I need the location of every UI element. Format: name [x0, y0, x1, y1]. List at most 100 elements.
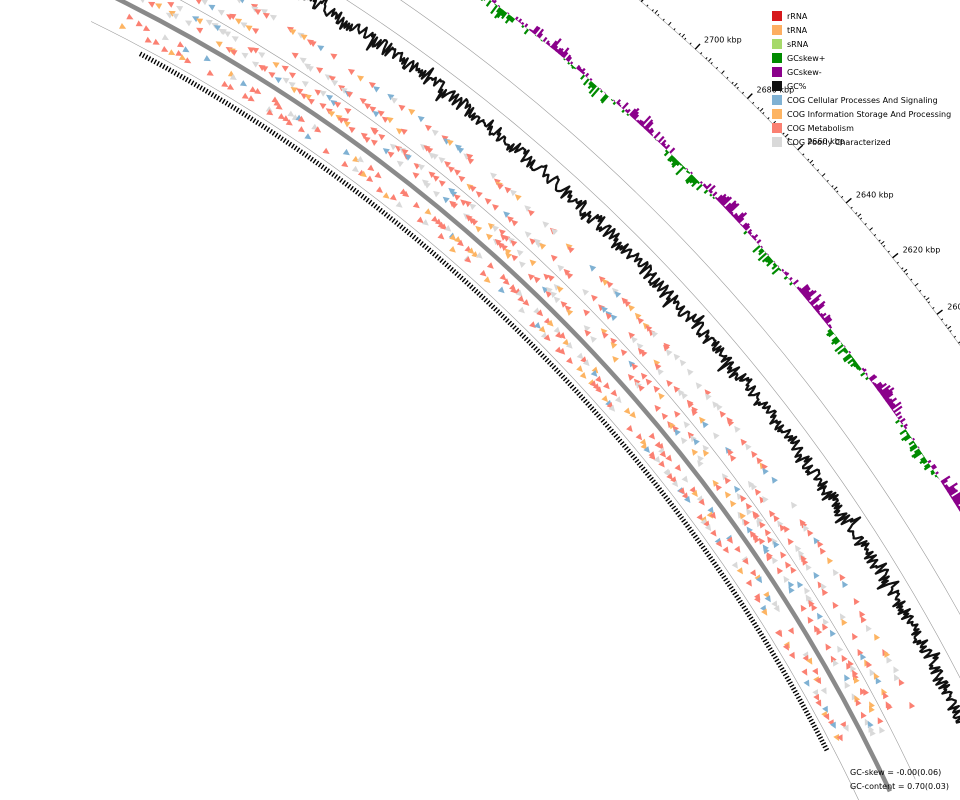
cog-feature: [771, 476, 778, 484]
tick-mark: [878, 239, 881, 242]
cog-feature: [426, 147, 434, 154]
inner-tick: [739, 602, 745, 607]
cog-feature: [841, 654, 848, 662]
tick-mark: [910, 278, 913, 281]
cog-feature: [645, 378, 653, 386]
cog-feature: [510, 240, 518, 247]
guide-ring: [179, 0, 916, 780]
cog-feature: [653, 456, 661, 463]
cog-feature: [449, 234, 457, 241]
inner-tick: [649, 476, 654, 482]
inner-tick: [659, 489, 665, 494]
tick-mark: [684, 37, 687, 40]
tick-mark: [752, 101, 755, 104]
tick-mark: [945, 324, 948, 327]
cog-feature: [727, 449, 734, 456]
cog-feature: [651, 330, 658, 338]
cog-feature: [707, 506, 714, 514]
inner-tick: [368, 199, 373, 205]
inner-tick: [341, 179, 346, 185]
cog-feature: [783, 575, 790, 583]
cog-feature: [742, 557, 749, 565]
cog-feature: [451, 202, 458, 209]
legend-label: COG Cellular Processes And Signaling: [787, 95, 938, 105]
cog-feature: [687, 431, 695, 439]
inner-tick: [750, 619, 756, 623]
inner-tick: [362, 195, 368, 201]
inner-tick: [260, 123, 265, 129]
cog-feature: [182, 46, 190, 53]
cog-feature: [657, 368, 664, 376]
cog-feature: [507, 216, 514, 223]
cog-feature: [254, 9, 262, 16]
inner-tick: [651, 479, 656, 484]
inner-tick: [706, 553, 712, 558]
legend-item-cog-metabolism: COG Metabolism: [772, 121, 951, 135]
inner-tick: [466, 282, 472, 287]
cog-feature: [475, 191, 483, 198]
cog-feature: [447, 166, 455, 173]
cog-feature: [366, 175, 374, 182]
inner-tick: [741, 605, 747, 610]
tick-mark: [651, 9, 654, 12]
cog-feature: [565, 243, 573, 251]
inner-tick: [309, 156, 314, 162]
cog-feature: [328, 110, 336, 117]
cog-feature: [678, 487, 685, 495]
cog-feature: [178, 54, 187, 61]
cog-feature: [740, 495, 747, 503]
cog-feature: [260, 9, 268, 15]
cog-feature: [487, 223, 495, 230]
cog-feature: [766, 554, 773, 562]
cog-feature: [764, 595, 771, 603]
legend-label: sRNA: [787, 39, 809, 49]
cog-feature: [687, 401, 694, 409]
inner-tick: [617, 438, 623, 443]
inner-tick: [521, 334, 527, 339]
inner-tick: [502, 316, 508, 321]
inner-tick: [184, 77, 189, 83]
inner-tick: [567, 381, 572, 387]
cog-feature: [659, 450, 666, 458]
inner-tick: [285, 139, 290, 145]
inner-tick: [677, 513, 683, 518]
inner-tick: [244, 112, 248, 118]
cog-feature: [229, 13, 237, 20]
inner-tick: [776, 661, 782, 666]
cog-feature: [368, 82, 376, 89]
cog-feature: [538, 325, 546, 333]
cog-feature: [730, 500, 737, 508]
cog-feature: [221, 80, 229, 87]
legend-label: COG Poorly Characterized: [787, 137, 891, 147]
cog-feature: [196, 27, 204, 34]
inner-tick: [824, 747, 830, 752]
cog-feature: [822, 618, 829, 626]
inner-tick: [307, 154, 312, 160]
kbp-label: 2660 kbp: [807, 137, 845, 146]
cog-feature: [819, 547, 826, 555]
cog-feature: [860, 687, 866, 696]
inner-tick: [507, 320, 513, 326]
cog-feature: [322, 147, 330, 154]
cog-feature: [879, 726, 886, 734]
inner-tick: [144, 54, 149, 60]
inner-tick: [409, 232, 414, 238]
cog-feature: [802, 558, 809, 566]
cog-feature: [860, 616, 867, 624]
cog-feature: [341, 160, 349, 168]
cog-feature: [830, 721, 836, 729]
cog-feature: [582, 288, 590, 296]
gc-skew-positive: [480, 0, 939, 479]
inner-tick: [715, 566, 721, 571]
cog-feature: [496, 183, 504, 190]
tick-mark: [657, 13, 660, 17]
inner-tick: [411, 234, 417, 240]
cog-feature: [627, 374, 635, 381]
cog-feature: [589, 264, 597, 272]
cog-feature: [359, 98, 367, 105]
inner-tick: [473, 288, 479, 294]
cog-feature: [135, 20, 143, 27]
cog-feature: [297, 126, 305, 133]
inner-tick: [478, 293, 484, 298]
inner-tick: [562, 376, 568, 382]
